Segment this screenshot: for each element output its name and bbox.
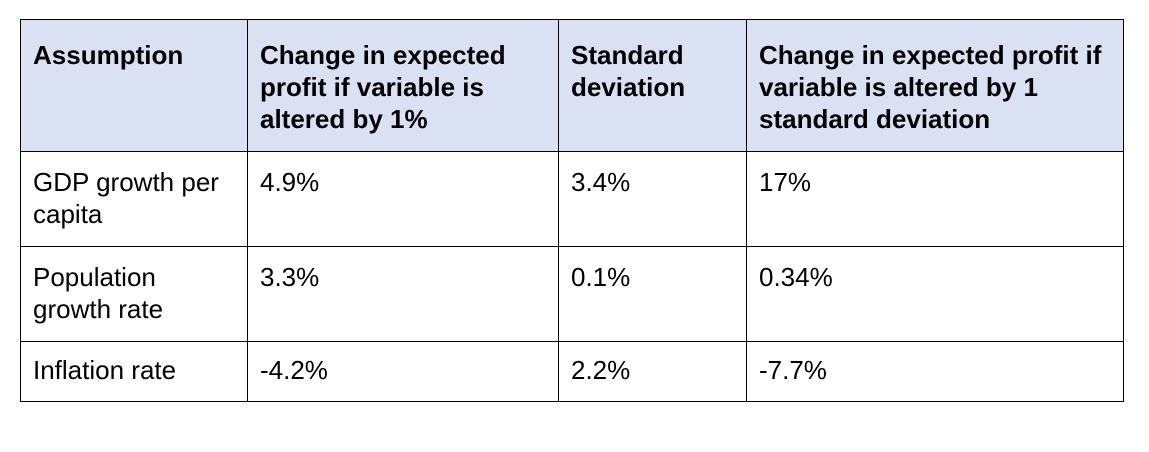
- table-row: Population growth rate 3.3% 0.1% 0.34%: [20, 246, 1124, 342]
- cell-change-1-percent: 4.9%: [247, 151, 559, 247]
- header-standard-deviation: Standard deviation: [558, 19, 747, 152]
- cell-assumption: Inflation rate: [20, 341, 248, 402]
- cell-change-1-percent: -4.2%: [247, 341, 559, 402]
- header-change-1-percent: Change in expected profit if variable is…: [247, 19, 559, 152]
- table-row: Inflation rate -4.2% 2.2% -7.7%: [20, 341, 1124, 402]
- cell-standard-deviation: 0.1%: [558, 246, 747, 342]
- table-row: GDP growth per capita 4.9% 3.4% 17%: [20, 151, 1124, 247]
- cell-assumption: GDP growth per capita: [20, 151, 248, 247]
- data-table: Assumption Change in expected profit if …: [20, 19, 1124, 402]
- cell-change-1-std-dev: 17%: [746, 151, 1124, 247]
- header-change-1-std-dev: Change in expected profit if variable is…: [746, 19, 1124, 152]
- cell-change-1-percent: 3.3%: [247, 246, 559, 342]
- table-header-row: Assumption Change in expected profit if …: [20, 19, 1124, 152]
- cell-assumption: Population growth rate: [20, 246, 248, 342]
- cell-standard-deviation: 2.2%: [558, 341, 747, 402]
- cell-change-1-std-dev: -7.7%: [746, 341, 1124, 402]
- cell-standard-deviation: 3.4%: [558, 151, 747, 247]
- cell-change-1-std-dev: 0.34%: [746, 246, 1124, 342]
- header-assumption: Assumption: [20, 19, 248, 152]
